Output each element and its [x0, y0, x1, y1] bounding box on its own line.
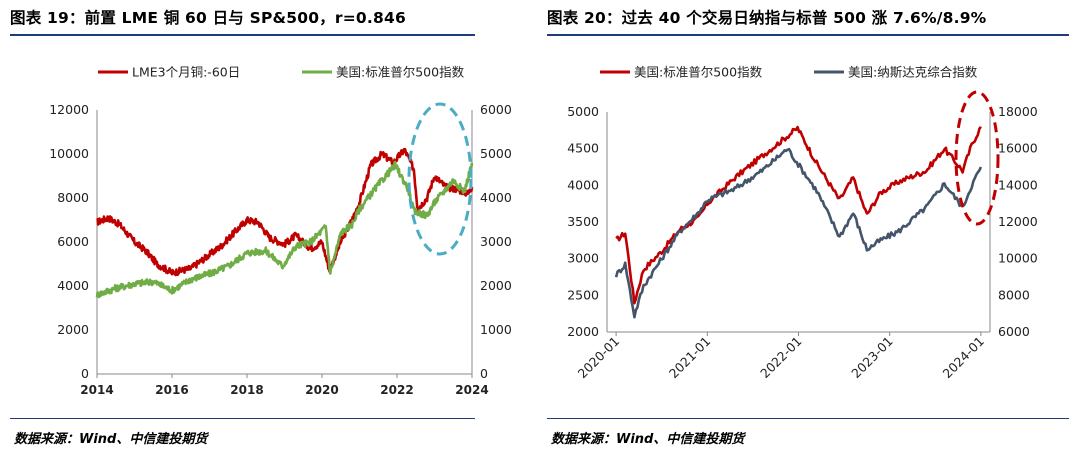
left-x-tick-label: 2018 [230, 383, 263, 397]
left-x-tick-label: 2024 [455, 383, 488, 397]
right-left-tick-label: 2500 [567, 287, 599, 302]
right-source-note: 数据来源：Wind、中信建投期货 [551, 432, 745, 447]
left-x-tick-label: 2014 [80, 383, 113, 397]
left-x-tick-label: 2020 [305, 383, 338, 397]
left-left-tick-label: 12000 [49, 102, 89, 117]
left-left-tick-label: 10000 [49, 146, 89, 161]
right-legend-label-1: 美国:标准普尔500指数 [634, 65, 763, 80]
left-left-tick-label: 0 [81, 366, 89, 381]
left-right-tick-label: 3000 [480, 234, 512, 249]
right-x-tick-label: 2022-01 [757, 334, 805, 382]
right-left-tick-label: 4000 [567, 177, 599, 192]
left-right-tick-label: 0 [480, 366, 488, 381]
right-right-tick-label: 18000 [998, 104, 1038, 119]
left-title-rule [10, 34, 475, 36]
right-right-tick-label: 12000 [998, 214, 1038, 229]
right-left-tick-label: 3500 [567, 214, 599, 229]
left-highlight-ellipse [407, 102, 473, 256]
right-left-tick-label: 4500 [567, 141, 599, 156]
left-source-note: 数据来源：Wind、中信建投期货 [14, 432, 208, 447]
right-x-tick-label: 2023-01 [848, 334, 896, 382]
right-series-line-1 [615, 125, 982, 305]
right-x-tick-label: 2020-01 [575, 334, 623, 382]
right-chart: 2000 2500 3000 3500 4000 4500 5000 6000 8000 1000… [567, 65, 1038, 382]
left-chart: 0 2000 4000 6000 8000 10000 12000 0 1000 2000 3000… [49, 65, 512, 398]
right-legend-label-2: 美国:纳斯达克综合指数 [848, 65, 978, 80]
right-title-rule [547, 34, 1069, 36]
right-series-line-2 [614, 147, 983, 319]
right-right-tick-label: 8000 [998, 287, 1030, 302]
right-footer-rule [547, 418, 1069, 419]
left-right-tick-label: 6000 [480, 102, 512, 117]
right-right-tick-label: 6000 [998, 324, 1030, 339]
right-left-tick-label: 5000 [567, 104, 599, 119]
right-x-tick-label: 2021-01 [666, 334, 714, 382]
right-right-tick-label: 10000 [998, 251, 1038, 266]
left-legend-label-2: 美国:标准普尔500指数 [336, 65, 465, 80]
left-left-tick-label: 6000 [57, 234, 89, 249]
right-left-tick-label: 2000 [567, 324, 599, 339]
left-right-tick-label: 4000 [480, 190, 512, 205]
left-right-tick-label: 5000 [480, 146, 512, 161]
left-chart-title: 图表 19：前置 LME 铜 60 日与 SP&500，r=0.846 [10, 9, 406, 27]
right-left-tick-label: 3000 [567, 251, 599, 266]
left-left-tick-label: 2000 [57, 322, 89, 337]
left-x-tick-label: 2016 [155, 383, 188, 397]
left-left-tick-label: 4000 [57, 278, 89, 293]
left-left-tick-label: 8000 [57, 190, 89, 205]
right-chart-title: 图表 20：过去 40 个交易日纳指与标普 500 涨 7.6%/8.9% [547, 9, 987, 27]
left-right-tick-label: 2000 [480, 278, 512, 293]
right-x-tick-label: 2024-01 [939, 334, 987, 382]
left-series-line-2 [95, 160, 474, 299]
left-footer-rule [10, 418, 475, 419]
right-right-tick-label: 14000 [998, 177, 1038, 192]
left-x-tick-label: 2022 [380, 383, 413, 397]
right-highlight-ellipse [954, 90, 1000, 226]
right-right-tick-label: 16000 [998, 141, 1038, 156]
left-right-tick-label: 1000 [480, 322, 512, 337]
left-legend-label-1: LME3个月铜:-60日 [132, 65, 240, 80]
